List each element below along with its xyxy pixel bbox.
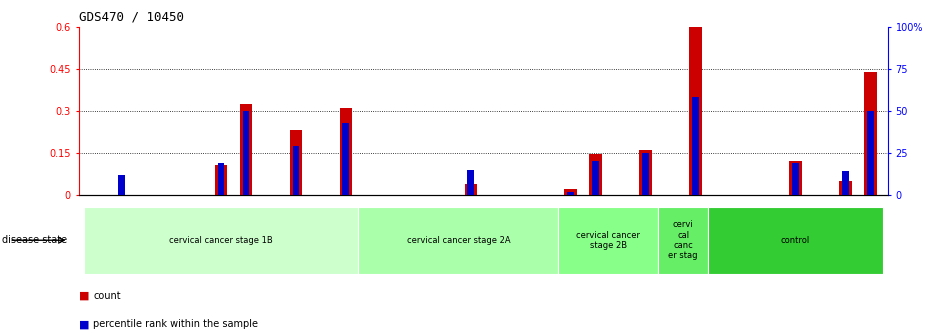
Bar bbox=[358, 207, 559, 274]
Bar bbox=[342, 124, 350, 195]
Bar bbox=[242, 111, 250, 195]
Text: cervical cancer
stage 2B: cervical cancer stage 2B bbox=[576, 230, 640, 250]
Bar bbox=[689, 27, 702, 195]
Text: cervical cancer stage 2A: cervical cancer stage 2A bbox=[406, 236, 511, 245]
Bar bbox=[290, 130, 302, 195]
Bar bbox=[564, 189, 577, 195]
Bar bbox=[867, 111, 874, 195]
Text: count: count bbox=[93, 291, 121, 301]
Bar bbox=[589, 154, 602, 195]
Bar bbox=[467, 170, 475, 195]
Bar bbox=[839, 181, 852, 195]
Bar bbox=[567, 192, 574, 195]
Bar bbox=[692, 97, 699, 195]
Bar bbox=[592, 161, 599, 195]
Bar bbox=[789, 161, 802, 195]
Bar bbox=[709, 207, 883, 274]
Bar bbox=[559, 207, 659, 274]
Bar bbox=[792, 163, 799, 195]
Bar bbox=[217, 163, 225, 195]
Text: percentile rank within the sample: percentile rank within the sample bbox=[93, 319, 258, 329]
Bar bbox=[864, 72, 877, 195]
Bar bbox=[659, 207, 709, 274]
Bar bbox=[240, 104, 253, 195]
Bar bbox=[464, 184, 477, 195]
Bar bbox=[83, 207, 358, 274]
Bar bbox=[339, 108, 352, 195]
Bar bbox=[842, 171, 849, 195]
Text: control: control bbox=[781, 236, 810, 245]
Bar bbox=[215, 166, 228, 195]
Bar bbox=[292, 146, 300, 195]
Text: cervi
cal
canc
er stag: cervi cal canc er stag bbox=[669, 220, 697, 260]
Text: disease state: disease state bbox=[2, 235, 67, 245]
Bar bbox=[642, 153, 649, 195]
Bar bbox=[117, 175, 125, 195]
Text: cervical cancer stage 1B: cervical cancer stage 1B bbox=[169, 236, 273, 245]
Text: GDS470 / 10450: GDS470 / 10450 bbox=[79, 10, 184, 23]
Bar bbox=[639, 150, 652, 195]
Text: ■: ■ bbox=[79, 319, 89, 329]
Text: ■: ■ bbox=[79, 291, 89, 301]
